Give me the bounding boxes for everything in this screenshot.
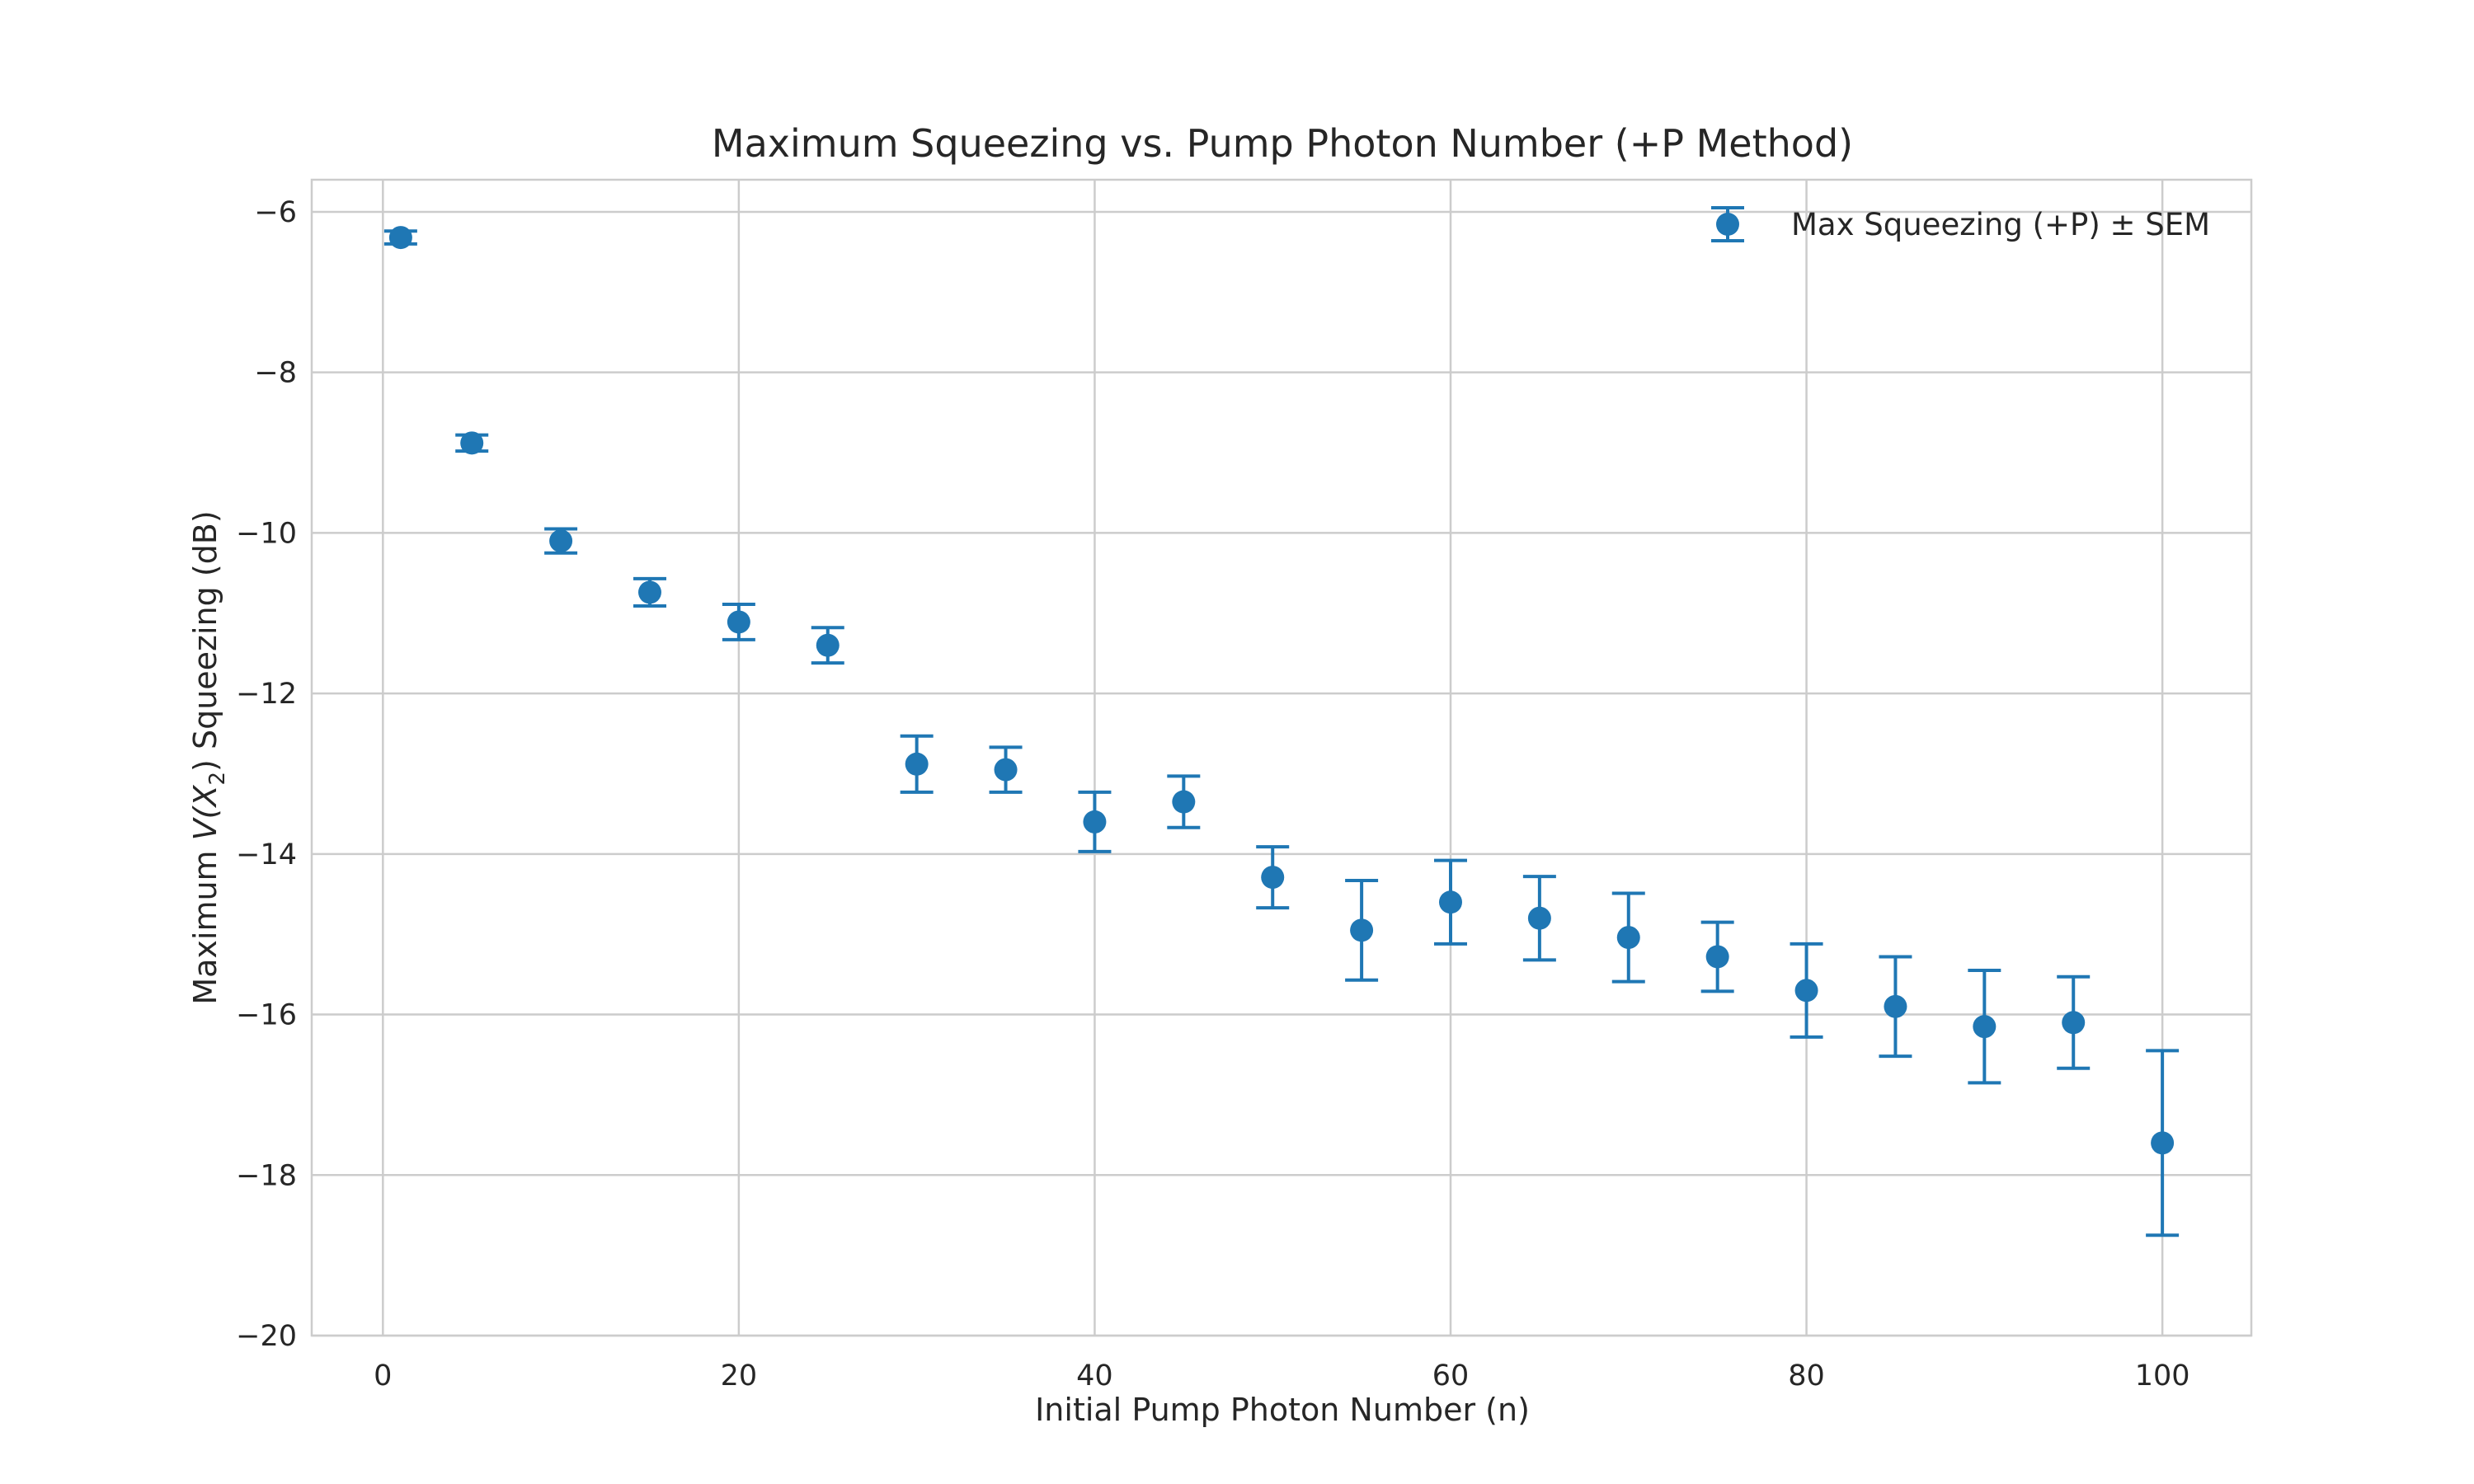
x-axis-label: Initial Pump Photon Number (n)	[1035, 1392, 1530, 1428]
data-point	[388, 226, 412, 250]
data-point-group	[2057, 974, 2091, 1070]
data-point	[549, 529, 573, 553]
y-axis-label-math-close: )	[187, 759, 223, 772]
data-point-group	[633, 576, 666, 608]
data-point-group	[383, 226, 417, 250]
x-axis-ticks: 0 20 40 60 80 100	[374, 1360, 2189, 1392]
x-tick-label-2: 40	[1076, 1360, 1113, 1392]
data-point	[2151, 1131, 2175, 1155]
legend-marker	[1716, 213, 1739, 236]
x-tick-label-4: 80	[1788, 1360, 1825, 1392]
data-point-group	[900, 734, 934, 794]
data-point-group	[2146, 1049, 2180, 1237]
data-point	[1172, 790, 1196, 814]
y-axis-label-prefix: Maximum	[187, 840, 223, 1004]
data-point	[905, 752, 929, 776]
data-point-group	[1167, 774, 1201, 829]
y-tick-label-5: −16	[236, 999, 297, 1032]
legend: Max Squeezing (+P) ± SEM	[1711, 206, 2210, 242]
data-point	[460, 431, 484, 455]
y-tick-label-1: −8	[254, 357, 297, 390]
data-point	[1616, 926, 1640, 950]
data-point	[1261, 866, 1285, 890]
data-point-group	[1790, 942, 1823, 1039]
data-point-group	[811, 626, 844, 665]
x-tick-label-5: 100	[2135, 1360, 2190, 1392]
y-tick-label-7: −20	[236, 1320, 297, 1353]
legend-label: Max Squeezing (+P) ± SEM	[1791, 207, 2210, 242]
y-axis-ticks: −6 −8 −10 −12 −14 −16 −18 −20	[236, 196, 297, 1353]
y-tick-label-3: −12	[236, 678, 297, 711]
y-axis-label-subscript: 2	[205, 772, 230, 786]
data-point	[1794, 979, 1818, 1003]
data-point-group	[455, 431, 489, 455]
data-point-group	[1700, 920, 1734, 993]
x-tick-label-0: 0	[374, 1360, 392, 1392]
y-tick-label-4: −14	[236, 838, 297, 871]
data-point-group	[989, 745, 1023, 794]
data-series	[383, 226, 2180, 1237]
data-point-group	[1078, 790, 1112, 853]
data-point	[1083, 810, 1107, 834]
data-point	[1527, 906, 1551, 930]
chart-title: Maximum Squeezing vs. Pump Photon Number…	[712, 121, 1853, 166]
data-point-group	[1879, 955, 1912, 1059]
x-tick-label-1: 20	[721, 1360, 758, 1392]
plot-frame	[310, 178, 2253, 1337]
data-point-group	[1433, 858, 1467, 946]
y-tick-label-0: −6	[254, 196, 297, 229]
data-point-group	[722, 603, 755, 641]
y-axis-label-suffix: Squeezing (dB)	[187, 510, 223, 759]
data-point	[727, 610, 750, 634]
data-point-group	[1522, 875, 1556, 962]
data-point	[1884, 994, 1907, 1018]
data-point-group	[1611, 891, 1645, 984]
data-point	[994, 758, 1018, 782]
data-point-group	[1345, 878, 1379, 982]
data-point	[816, 633, 840, 657]
data-point-group	[1968, 969, 2001, 1085]
y-tick-label-2: −10	[236, 517, 297, 550]
data-point-group	[1256, 845, 1290, 910]
data-point	[1973, 1015, 1997, 1039]
data-point	[1438, 890, 1462, 914]
data-point-group	[544, 527, 578, 555]
data-point	[1350, 918, 1374, 942]
y-tick-label-6: −18	[236, 1159, 297, 1192]
data-point	[637, 580, 661, 604]
data-point	[2062, 1011, 2086, 1035]
y-axis-label-math: V(X	[187, 785, 223, 841]
data-point	[1705, 945, 1729, 969]
x-tick-label-3: 60	[1432, 1360, 1470, 1392]
y-axis-label: Maximum V(X2) Squeezing (dB)	[187, 510, 230, 1004]
